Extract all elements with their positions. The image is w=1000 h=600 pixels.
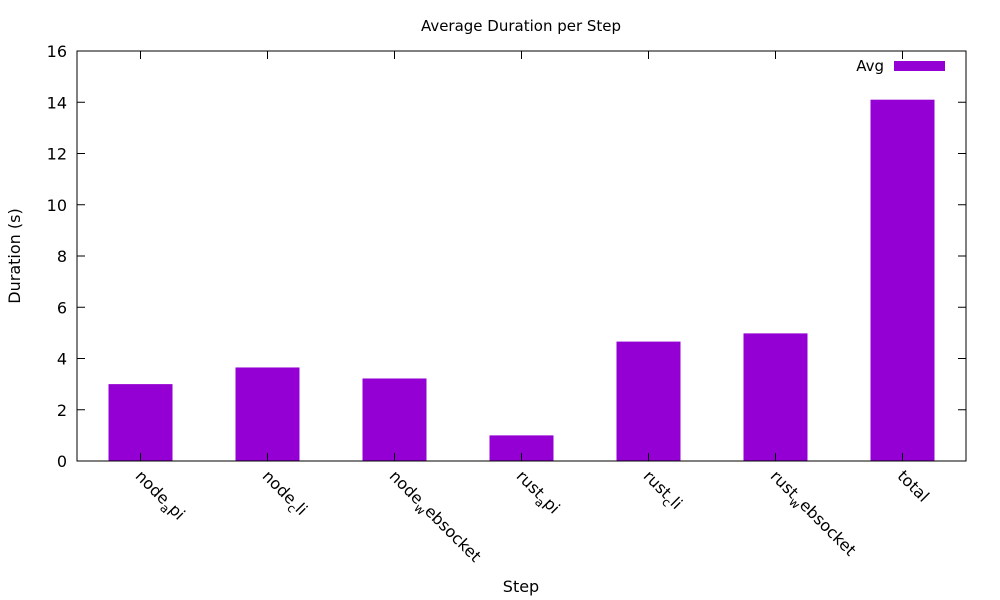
y-tick-label: 0	[57, 452, 67, 471]
x-tick-label: rustapi	[510, 466, 564, 520]
bar	[616, 341, 681, 461]
x-tick-label: total	[894, 466, 933, 505]
chart-title: Average Duration per Step	[421, 17, 621, 35]
y-axis-label: Duration (s)	[5, 208, 24, 303]
bar	[362, 378, 427, 461]
x-tick-label: rustcli	[637, 466, 686, 515]
y-tick-label: 4	[57, 350, 67, 369]
x-tick-label: nodewebsocket	[383, 466, 485, 568]
y-tick-label: 12	[47, 145, 67, 164]
y-tick-label: 10	[47, 196, 67, 215]
x-tick-label: nodeapi	[129, 466, 189, 526]
y-tick-label: 2	[57, 401, 67, 420]
bar	[743, 333, 808, 461]
plot-frame	[76, 50, 967, 462]
y-tick-label: 6	[57, 298, 67, 317]
legend-label: Avg	[856, 57, 884, 75]
plot-area: 0 2 4 6 8 10 12 14 16 nodeapi nodecli nodewebsocket…	[47, 42, 966, 568]
bar	[108, 384, 173, 461]
legend-swatch	[894, 61, 945, 71]
x-tick-label: nodecli	[256, 466, 311, 521]
x-axis-label: Step	[503, 577, 539, 596]
legend: Avg	[856, 57, 945, 75]
y-tick-label: 8	[57, 247, 67, 266]
x-tick-label: rustwebsocket	[764, 466, 860, 562]
y-tick-label: 14	[47, 93, 67, 112]
bar	[870, 99, 935, 461]
y-tick-label: 16	[47, 42, 67, 61]
bar	[235, 367, 300, 461]
